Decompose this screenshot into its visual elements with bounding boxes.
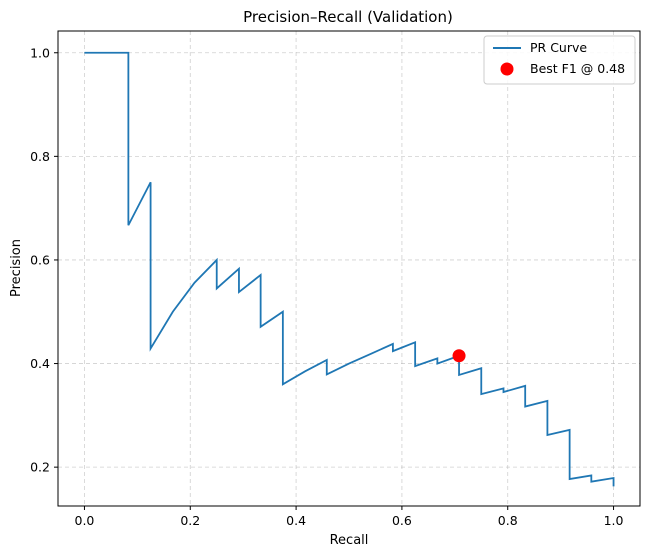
x-tick-label: 0.2	[180, 513, 200, 528]
x-axis-ticks: 0.0 0.2 0.4 0.6 0.8 1.0	[75, 506, 624, 528]
x-tick-label: 0.4	[286, 513, 306, 528]
y-tick-label: 0.4	[30, 356, 50, 371]
legend-box	[483, 35, 636, 85]
legend-label-best-f1: Best F1 @ 0.48	[530, 61, 625, 76]
x-tick-label: 0.8	[498, 513, 518, 528]
legend: PR Curve Best F1 @ 0.48	[483, 35, 636, 85]
legend-dot-swatch	[500, 62, 514, 76]
x-axis-label: Recall	[330, 533, 369, 548]
plot-frame	[57, 30, 641, 507]
best-f1-point	[452, 349, 466, 363]
y-axis-label: Precision	[9, 239, 24, 297]
y-tick-label: 0.6	[30, 252, 50, 267]
chart-title: Precision–Recall (Validation)	[243, 8, 453, 26]
y-tick-label: 1.0	[30, 45, 50, 60]
pr-curve-layer	[84, 51, 615, 487]
best-f1-layer	[452, 349, 466, 363]
x-tick-label: 0.6	[392, 513, 412, 528]
x-tick-label: 1.0	[604, 513, 624, 528]
y-tick-label: 0.2	[30, 460, 50, 475]
y-tick-label: 0.8	[30, 149, 50, 164]
y-axis-ticks: 0.2 0.4 0.6 0.8 1.0	[30, 45, 58, 475]
legend-label-pr-curve: PR Curve	[530, 40, 587, 55]
x-tick-label: 0.0	[75, 513, 95, 528]
pr-curve-line	[84, 51, 615, 487]
